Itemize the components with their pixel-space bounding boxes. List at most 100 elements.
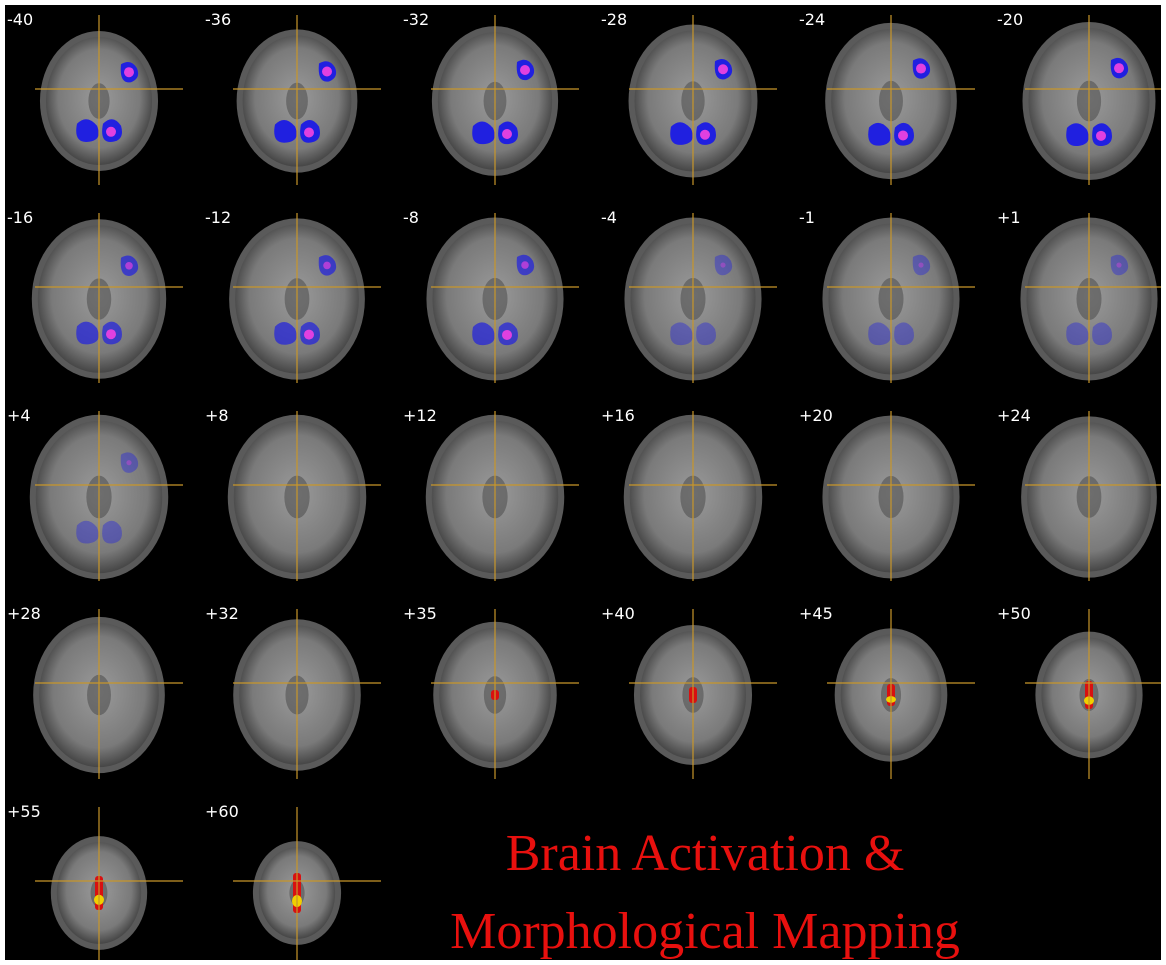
activation-peak <box>898 130 908 141</box>
activation-peak <box>918 262 924 268</box>
activation-peak <box>1116 262 1122 268</box>
slice-tile: +45 <box>797 599 985 787</box>
brain-slice-viewer: -40 -36 <box>5 5 1161 960</box>
slice-coordinate-label: -12 <box>205 208 232 227</box>
activation-peak <box>521 261 529 269</box>
slice-coordinate-label: +12 <box>403 406 437 425</box>
axial-slice-image <box>425 411 579 581</box>
slice-tile: +55 <box>5 797 193 960</box>
slice-tile: +1 <box>995 203 1161 391</box>
caption-line-1: Brain Activation & <box>505 825 905 882</box>
slice-tile: -20 <box>995 5 1161 193</box>
axial-slice-image <box>227 411 381 581</box>
slice-coordinate-label: -24 <box>799 10 826 29</box>
slice-tile: +16 <box>599 401 787 589</box>
slice-tile: -32 <box>401 5 589 193</box>
slice-coordinate-label: -16 <box>7 208 34 227</box>
activation-blob <box>76 321 99 345</box>
activation-peak <box>520 65 530 76</box>
activation-peak <box>502 128 512 139</box>
axial-slice-image <box>624 213 777 383</box>
axial-slice-image <box>1020 213 1161 383</box>
slice-tile: +35 <box>401 599 589 787</box>
activation-peak <box>700 129 710 140</box>
slice-coordinate-label: -36 <box>205 10 232 29</box>
activation-blob <box>912 254 931 276</box>
activation-blob <box>274 322 297 345</box>
axial-slice-image <box>29 411 183 581</box>
slice-coordinate-label: -8 <box>403 208 419 227</box>
slice-tile: -4 <box>599 203 787 391</box>
slice-coordinate-label: +20 <box>799 406 833 425</box>
activation-peak <box>106 126 116 137</box>
slice-coordinate-label: +32 <box>205 604 239 623</box>
slice-coordinate-label: +35 <box>403 604 437 623</box>
activation-blob <box>868 322 891 346</box>
activation-peak <box>718 64 728 75</box>
activation-peak <box>916 63 926 74</box>
slice-coordinate-label: -40 <box>7 10 34 29</box>
activation-peak <box>1096 130 1106 141</box>
slice-coordinate-label: -32 <box>403 10 430 29</box>
activation-blob <box>1092 322 1112 346</box>
activation-blob <box>1110 254 1129 276</box>
slice-coordinate-label: +28 <box>7 604 41 623</box>
slice-coordinate-label: +24 <box>997 406 1031 425</box>
axial-slice-image <box>35 807 183 960</box>
slice-tile: -16 <box>5 203 193 391</box>
slice-tile: +28 <box>5 599 193 787</box>
slice-coordinate-label: +8 <box>205 406 229 425</box>
activation-blob <box>76 119 99 142</box>
axial-slice-image <box>431 15 579 185</box>
activation-blob <box>76 520 99 544</box>
slice-tile: +24 <box>995 401 1161 589</box>
slice-tile: +40 <box>599 599 787 787</box>
slice-tile: -24 <box>797 5 985 193</box>
axial-slice-image <box>35 15 183 185</box>
slice-tile: -40 <box>5 5 193 193</box>
slice-tile: +20 <box>797 401 985 589</box>
activation-blob <box>868 122 891 146</box>
axial-slice-image <box>822 411 975 581</box>
slice-coordinate-label: +1 <box>997 208 1021 227</box>
activation-peak <box>323 261 331 270</box>
activation-blob <box>670 322 693 346</box>
activation-peak <box>304 127 314 138</box>
activation-blob <box>120 452 139 473</box>
activation-peak <box>322 66 332 77</box>
activation-blob <box>696 322 716 346</box>
axial-slice-image <box>822 213 975 383</box>
slice-tile: +32 <box>203 599 391 787</box>
activation-peak <box>125 261 133 270</box>
slice-tile: -8 <box>401 203 589 391</box>
activation-blob <box>102 520 122 544</box>
activation-blob <box>714 254 733 276</box>
axial-slice-image <box>628 15 777 185</box>
slice-tile: -12 <box>203 203 391 391</box>
slice-coordinate-label: -1 <box>799 208 815 227</box>
axial-slice-image <box>629 609 777 779</box>
activation-blob <box>472 322 495 346</box>
caption: Brain Activation & Morphological Mapping <box>405 815 1005 960</box>
slice-coordinate-label: +16 <box>601 406 635 425</box>
slice-tile: -36 <box>203 5 391 193</box>
slice-tile: +12 <box>401 401 589 589</box>
axial-slice-image <box>825 15 975 185</box>
caption-line-2: Morphological Mapping <box>450 903 960 960</box>
activation-blob <box>472 121 495 145</box>
activation-peak <box>126 460 132 466</box>
activation-peak <box>304 329 314 340</box>
slice-tile: +8 <box>203 401 391 589</box>
slice-tile: -28 <box>599 5 787 193</box>
axial-slice-image <box>31 213 183 383</box>
slice-coordinate-label: +60 <box>205 802 239 821</box>
axial-slice-image <box>426 213 579 383</box>
activation-blob <box>670 122 693 145</box>
slice-coordinate-label: +4 <box>7 406 31 425</box>
axial-slice-image <box>827 609 975 779</box>
slice-coordinate-label: +40 <box>601 604 635 623</box>
slice-coordinate-label: +45 <box>799 604 833 623</box>
activation-peak <box>1114 63 1124 74</box>
slice-coordinate-label: -20 <box>997 10 1024 29</box>
axial-slice-image <box>233 15 381 185</box>
